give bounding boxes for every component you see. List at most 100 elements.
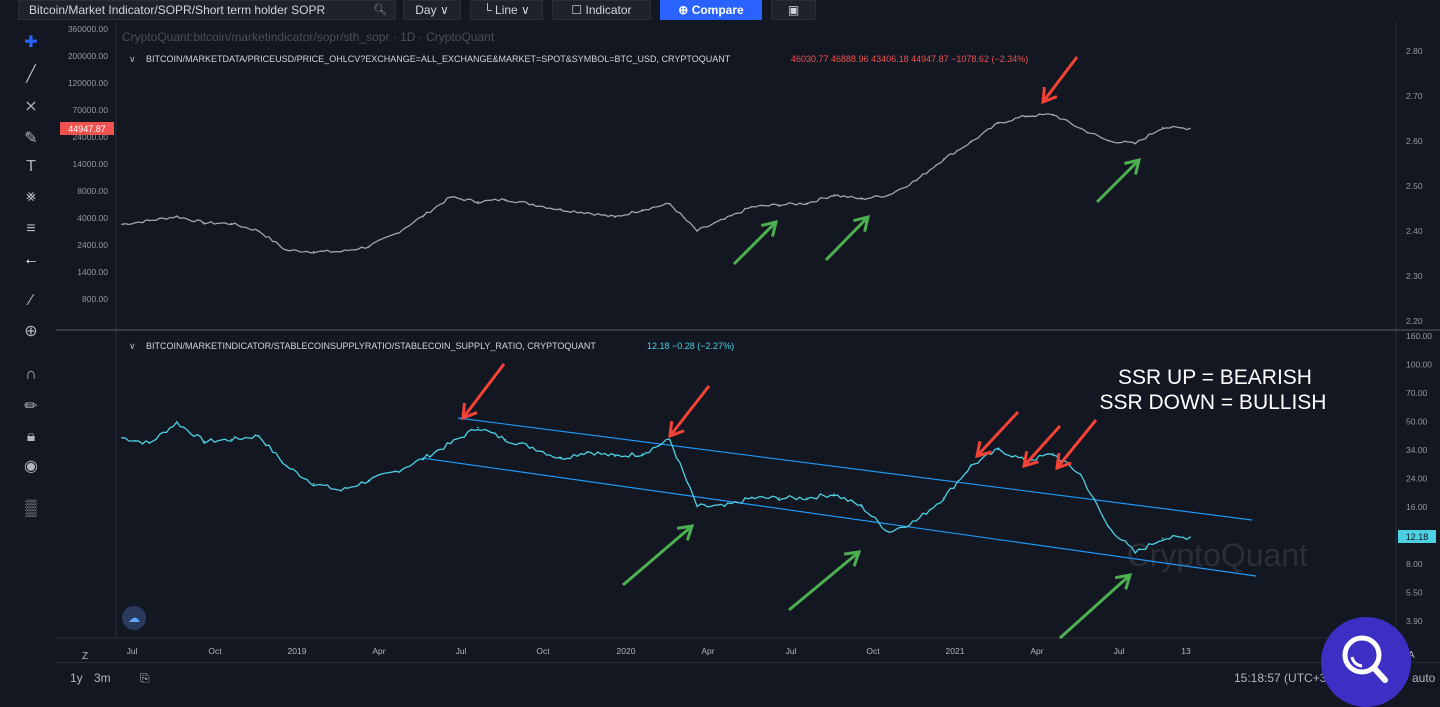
text-icon[interactable]: T <box>26 158 36 175</box>
interval-dropdown[interactable]: Day ∨ <box>403 0 461 20</box>
collapse-chevron-icon[interactable]: ∨ <box>129 341 136 351</box>
price-point <box>1079 127 1082 130</box>
pattern-icon[interactable]: ⨳ <box>26 188 36 205</box>
price-point <box>805 202 808 205</box>
a-label[interactable]: A <box>1408 650 1415 661</box>
price-point <box>1107 139 1109 142</box>
bullish-arrow-head <box>676 524 695 541</box>
ssr-point <box>449 442 452 445</box>
last-price-badge <box>60 122 114 135</box>
ssr-point <box>532 446 534 449</box>
ssr-point <box>751 497 753 499</box>
bottom-bar: Z 1y 3m ⎘ 15:18:57 (UTC+3 A auto <box>56 650 1440 693</box>
symbol-search-input[interactable]: Bitcoin/Market Indicator/SOPR/Short term… <box>18 0 396 20</box>
chart-style-dropdown[interactable]: └ Line ∨ <box>470 0 543 20</box>
compare-button[interactable]: ⊕ Compare <box>660 0 762 20</box>
fib-icon[interactable]: ⨯ <box>24 98 38 115</box>
top-ohlc-values: 46030.77 46888.96 43406.18 44947.87 −107… <box>791 54 1028 64</box>
x-tick-label: 2021 <box>946 646 965 656</box>
top-left-tick: 200000.00 <box>68 51 108 61</box>
x-tick-label: Oct <box>208 646 222 656</box>
bullish-arrow <box>1095 158 1141 204</box>
back-arrow-icon[interactable]: ← <box>23 251 39 268</box>
price-point <box>751 206 753 208</box>
trend-line-icon[interactable]: ╱ <box>26 66 36 83</box>
last-price-label: 44947.87 <box>68 124 106 134</box>
price-point <box>915 179 917 182</box>
bearish-arrow <box>1055 419 1098 469</box>
screenshot-button[interactable]: ▣ <box>771 0 816 20</box>
ssr-point <box>203 440 205 443</box>
channel-upper-line <box>457 417 1253 521</box>
price-point <box>367 245 370 248</box>
range-1y-button[interactable]: 1y <box>70 671 83 685</box>
bearish-arrow-head <box>975 441 992 459</box>
price-point <box>723 218 726 220</box>
zoom-in-icon[interactable]: ⊕ <box>24 323 38 340</box>
clock-readout[interactable]: 15:18:57 (UTC+3 <box>1234 671 1327 685</box>
ssr-point <box>1189 536 1191 538</box>
drawing-toolbar: ✚ ╱ ⨯ ✎ T ⨳ ≡ ← ∕ ⊕ ∩ ✏ 🔒︎ ◉ ▒ <box>0 22 56 638</box>
channel-lower-line <box>421 457 1257 577</box>
bearish-arrow <box>668 385 711 437</box>
measure-icon[interactable]: ≡ <box>26 220 36 237</box>
ssr-point <box>312 482 315 485</box>
price-point <box>696 230 698 232</box>
brush-icon[interactable]: ✎ <box>24 130 38 147</box>
ssr-point <box>696 505 698 508</box>
x-tick-label: Jul <box>127 646 138 656</box>
indicator-button[interactable]: ☐ Indicator <box>552 0 651 20</box>
eye-icon[interactable]: ◉ <box>24 458 38 475</box>
last-ssr-label: 12.18 <box>1406 532 1429 542</box>
chevron-down-icon: ∨ <box>439 3 449 17</box>
last-ssr-badge <box>1398 530 1436 543</box>
date-range-icon[interactable]: ⎘ <box>140 671 150 685</box>
indicator-icon: ☐ <box>571 3 583 17</box>
z-label[interactable]: Z <box>82 651 89 662</box>
collapse-chevron-icon[interactable]: ∨ <box>129 54 136 64</box>
price-point <box>532 203 534 206</box>
ssr-point <box>641 453 644 455</box>
lock-icon[interactable]: 🔒︎ <box>26 428 36 445</box>
top-right-tick: 2.40 <box>1406 226 1423 236</box>
x-tick-label: Apr <box>701 646 714 656</box>
symbol-search-text: Bitcoin/Market Indicator/SOPR/Short term… <box>29 3 326 17</box>
price-point <box>285 249 288 252</box>
cloud-logo-icon[interactable] <box>122 606 146 630</box>
bullish-arrow-head <box>1124 157 1142 175</box>
bearish-arrow <box>975 410 1020 458</box>
top-left-tick: 2400.00 <box>77 240 108 250</box>
price-point <box>312 250 315 253</box>
price-point <box>121 223 123 226</box>
range-3m-button[interactable]: 3m <box>94 671 111 685</box>
ssr-point <box>1052 453 1054 455</box>
top-toolbar: Bitcoin/Market Indicator/SOPR/Short term… <box>0 0 1440 22</box>
x-tick-label: Apr <box>372 646 385 656</box>
interval-label: Day <box>415 3 437 17</box>
auto-scale-button[interactable]: auto <box>1412 671 1436 685</box>
crosshair-icon[interactable]: ✚ <box>24 34 38 51</box>
top-right-axis: 2.80 2.70 2.60 2.50 2.40 2.30 2.20 <box>1406 46 1423 326</box>
price-point <box>833 194 835 196</box>
chart-area[interactable]: CryptoQuant:bitcoin/marketindicator/sopr… <box>0 22 1440 667</box>
lock-draw-icon[interactable]: ✏ <box>24 398 38 415</box>
price-point <box>586 211 589 214</box>
price-point <box>641 208 644 211</box>
ruler-icon[interactable]: ∕ <box>29 292 33 309</box>
search-icon[interactable]: 🔍︎ <box>373 4 387 16</box>
bullish-arrow <box>622 524 693 587</box>
top-left-axis: 360000.00 200000.00 120000.00 70000.00 24000… <box>68 24 108 304</box>
trash-icon[interactable]: ▒ <box>25 500 37 517</box>
bottom-right-tick: 3.90 <box>1406 616 1423 626</box>
price-point <box>888 194 890 196</box>
compare-plus-icon: ⊕ <box>678 3 689 17</box>
ssr-point <box>395 470 397 473</box>
magnet-icon[interactable]: ∩ <box>25 366 37 383</box>
camera-icon: ▣ <box>787 3 800 17</box>
magnifier-button[interactable] <box>1321 617 1411 707</box>
x-tick-label: Oct <box>536 646 550 656</box>
bullish-arrow-head <box>853 214 871 232</box>
ssr-point <box>559 457 561 460</box>
x-tick-label: 13 <box>1181 646 1191 656</box>
chart-svg[interactable]: CryptoQuant:bitcoin/marketindicator/sopr… <box>0 22 1440 662</box>
